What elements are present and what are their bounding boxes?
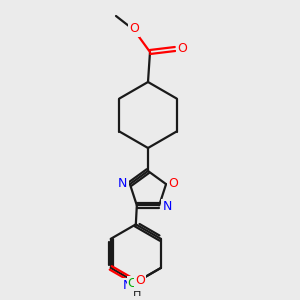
Text: O: O (177, 43, 187, 56)
Text: N: N (123, 279, 133, 292)
Text: O: O (129, 22, 139, 35)
Text: H: H (133, 288, 141, 298)
Text: N: N (163, 200, 172, 213)
Text: O: O (168, 177, 178, 190)
Text: N: N (118, 177, 128, 190)
Text: Cl: Cl (128, 278, 140, 290)
Text: O: O (135, 274, 145, 287)
